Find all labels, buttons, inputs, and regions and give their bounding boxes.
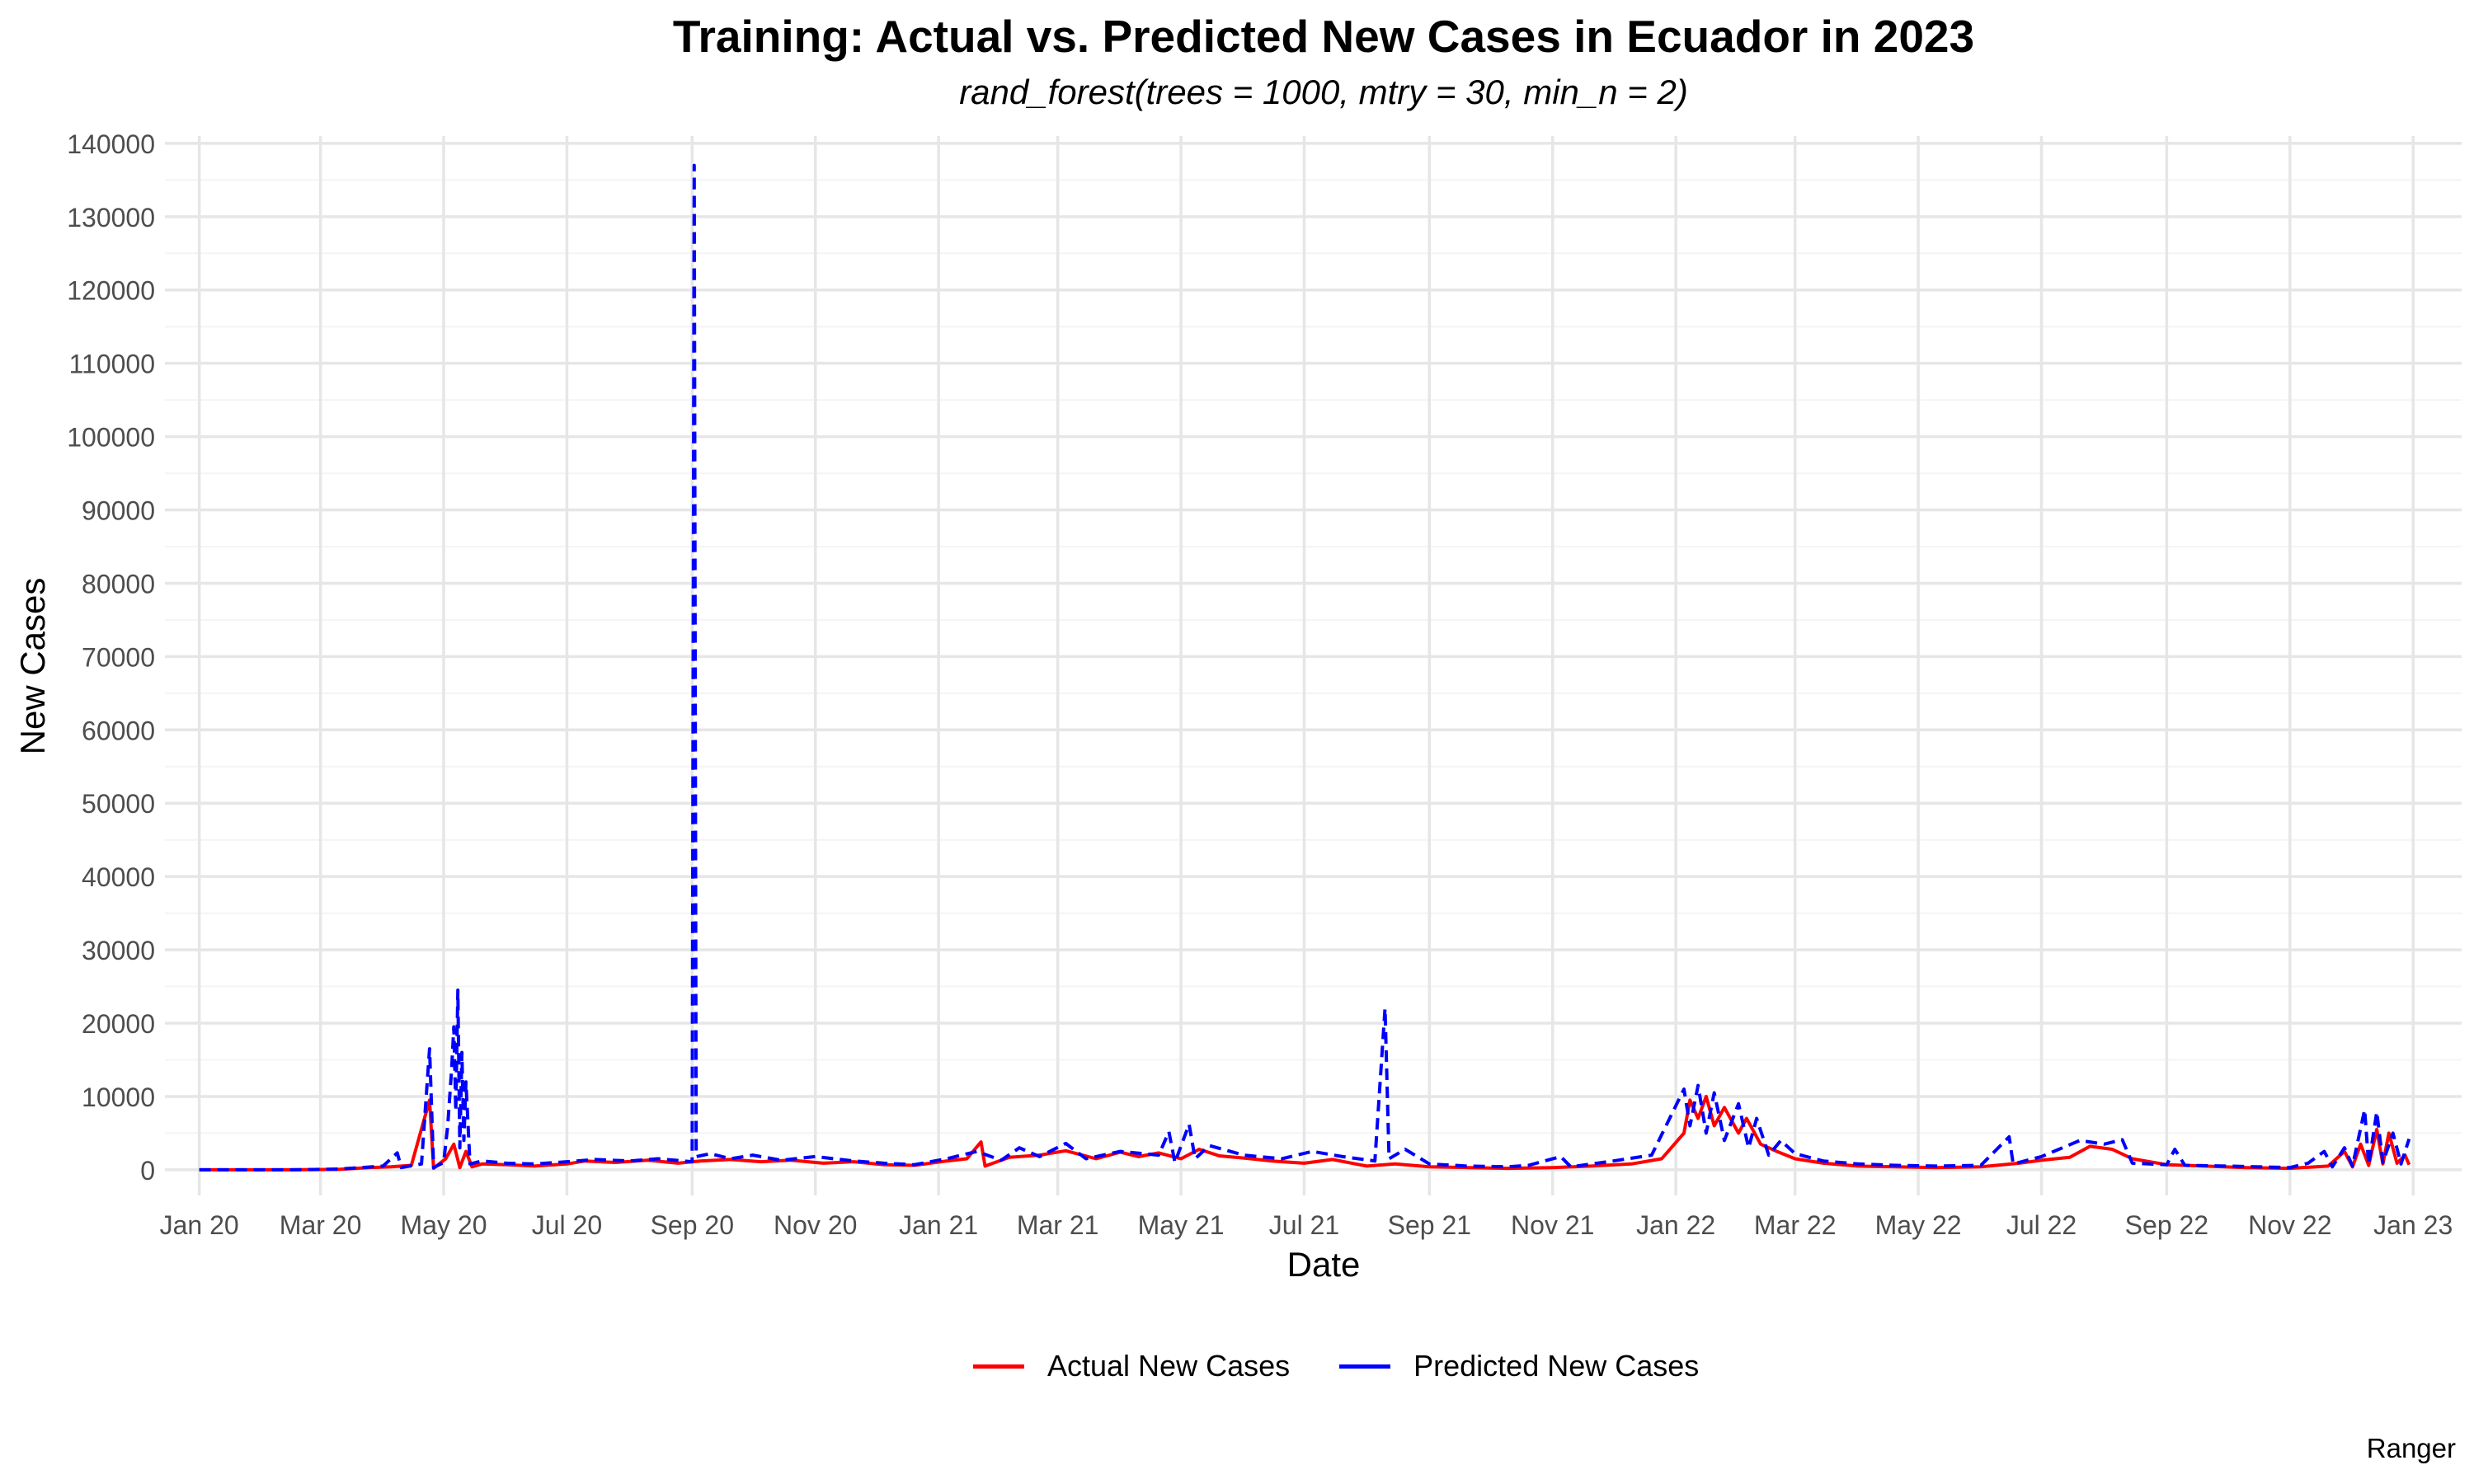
x-tick-label: May 20 xyxy=(401,1210,487,1240)
legend-swatch-actual xyxy=(973,1364,1024,1369)
y-tick-label: 40000 xyxy=(82,862,155,892)
chart-title: Training: Actual vs. Predicted New Cases… xyxy=(672,11,1975,62)
y-axis-label: New Cases xyxy=(13,578,52,755)
y-tick-label: 120000 xyxy=(67,276,155,306)
x-tick-label: Mar 20 xyxy=(280,1210,362,1240)
x-tick-label: Jan 21 xyxy=(899,1210,978,1240)
x-tick-label: Sep 22 xyxy=(2125,1210,2208,1240)
legend-label-actual: Actual New Cases xyxy=(1047,1349,1291,1383)
x-tick-label: Sep 21 xyxy=(1388,1210,1471,1240)
y-tick-label: 90000 xyxy=(82,496,155,526)
y-tick-label: 130000 xyxy=(67,203,155,232)
legend-item-predicted: Predicted New Cases xyxy=(1339,1349,1699,1383)
y-tick-label: 10000 xyxy=(82,1082,155,1112)
x-tick-label: May 21 xyxy=(1138,1210,1225,1240)
legend-swatch-predicted xyxy=(1339,1364,1391,1369)
y-tick-label: 20000 xyxy=(82,1009,155,1039)
y-tick-label: 70000 xyxy=(82,642,155,672)
x-tick-label: Jan 22 xyxy=(1636,1210,1715,1240)
y-tick-labels: 0 10000 20000 30000 40000 50000 60000 70000 8000… xyxy=(67,129,155,1186)
series-line-predicted xyxy=(199,163,2411,1172)
x-tick-label: Nov 22 xyxy=(2248,1210,2331,1240)
x-tick-label: May 22 xyxy=(1875,1210,1962,1240)
series-line-actual xyxy=(199,1094,2411,1172)
x-tick-label: Mar 21 xyxy=(1017,1210,1099,1240)
x-tick-label: Nov 20 xyxy=(774,1210,857,1240)
legend-label-predicted: Predicted New Cases xyxy=(1413,1349,1700,1383)
y-tick-label: 0 xyxy=(140,1156,155,1186)
y-tick-label: 30000 xyxy=(82,936,155,965)
y-tick-label: 80000 xyxy=(82,569,155,599)
series-lines xyxy=(199,163,2411,1172)
x-tick-label: Sep 20 xyxy=(651,1210,734,1240)
y-tick-label: 140000 xyxy=(67,129,155,159)
x-tick-label: Jul 21 xyxy=(1269,1210,1339,1240)
x-tick-label: Jan 20 xyxy=(160,1210,239,1240)
y-tick-label: 50000 xyxy=(82,789,155,819)
x-axis-label: Date xyxy=(1287,1245,1361,1284)
x-tick-label: Mar 22 xyxy=(1754,1210,1837,1240)
chart-caption: Ranger xyxy=(2366,1433,2456,1463)
y-tick-label: 100000 xyxy=(67,423,155,453)
x-tick-label: Jul 22 xyxy=(2006,1210,2077,1240)
x-tick-labels: Jan 20 Mar 20 May 20 Jul 20 Sep 20 Nov 20 Jan … xyxy=(160,1210,2453,1240)
y-tick-label: 60000 xyxy=(82,716,155,745)
x-tick-label: Nov 21 xyxy=(1511,1210,1594,1240)
x-tick-label: Jul 20 xyxy=(532,1210,602,1240)
x-tick-label: Jan 23 xyxy=(2373,1210,2453,1240)
legend-item-actual: Actual New Cases xyxy=(973,1349,1290,1383)
y-tick-label: 110000 xyxy=(69,350,155,379)
legend: Actual New Cases Predicted New Cases xyxy=(973,1349,1748,1383)
grid-lines xyxy=(165,136,2462,1195)
chart-subtitle: rand_forest(trees = 1000, mtry = 30, min… xyxy=(959,73,1688,111)
